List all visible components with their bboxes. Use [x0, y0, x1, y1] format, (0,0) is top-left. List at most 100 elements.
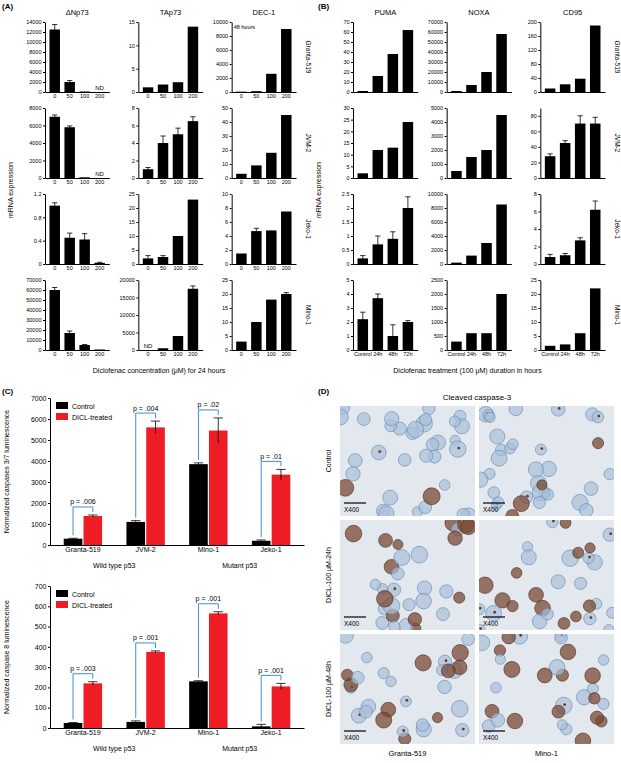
tick-label: 4000 [31, 458, 47, 465]
tick-label: 2000 [431, 291, 443, 297]
cell [376, 712, 392, 728]
y-axis-title: Normalized caspase 8 luminescence [3, 600, 11, 714]
bar [590, 124, 601, 178]
x-tick: JVM-2 [136, 546, 156, 553]
cell [440, 585, 453, 598]
y-tick: 60000 [26, 287, 45, 293]
marks [358, 197, 414, 264]
y-tick: 4 [225, 233, 232, 239]
tick-mark [445, 194, 447, 195]
tick-mark [445, 236, 447, 237]
tick-mark [445, 92, 447, 93]
subplot: 00.40.81.2050100200 [34, 191, 110, 271]
y-tick: 20 [222, 147, 232, 153]
cell [403, 599, 415, 611]
error-bar [276, 683, 285, 689]
tick-mark [538, 322, 540, 323]
p-bracket [261, 461, 281, 537]
y-tick: 4 [132, 140, 139, 146]
p-value: p = .001 [133, 634, 159, 642]
cell [426, 438, 439, 451]
y-tick: 10000 [26, 337, 45, 343]
bar [575, 124, 586, 178]
y-tick: 25 [343, 117, 353, 123]
y-tick: 10000 [120, 312, 139, 318]
y-tick: 0 [534, 89, 541, 95]
tick-mark [351, 222, 353, 223]
tick-mark [230, 178, 232, 179]
tick-label: 15 [343, 140, 349, 146]
y-tick: 5 [346, 277, 353, 283]
cell [479, 577, 493, 593]
tick-mark [538, 212, 540, 213]
tick-label: 500 [35, 623, 47, 630]
cell [604, 625, 614, 630]
tick-label: 15 [129, 219, 135, 225]
cell [491, 450, 507, 466]
tick-mark [43, 178, 45, 179]
tick-label: 10000 [120, 312, 135, 318]
tick-label: 50 [67, 93, 73, 99]
tick-label: 6000 [29, 59, 41, 65]
y-axis: 00.511.522.5 [342, 191, 354, 267]
error-bar [563, 254, 568, 258]
y-axis: 01000200030004000500060007000 [31, 395, 51, 549]
y-tick: 500 [35, 623, 50, 630]
tick-label: 5 [346, 277, 349, 283]
bar [358, 91, 369, 92]
cell [357, 413, 370, 426]
x-tick: 48h [576, 351, 585, 357]
tick-label: 7000 [31, 395, 47, 402]
tick-mark [538, 350, 540, 351]
x-tick: 200 [188, 179, 197, 185]
tick-mark [351, 42, 353, 43]
y-tick: 300 [35, 664, 50, 671]
error-bar [257, 724, 266, 728]
tick-label: 14000 [26, 19, 41, 25]
tick-label: 1000 [431, 161, 443, 167]
y-tick: 25 [222, 277, 232, 283]
error-bar [254, 228, 259, 234]
error-line [192, 117, 193, 126]
x-axis: Control24h48h72h [447, 351, 512, 358]
subplot: 00.511.522.5 [342, 191, 418, 267]
cell [362, 652, 373, 663]
tick-label: 0 [240, 93, 243, 99]
x-axis-line [447, 92, 512, 93]
tick-mark [136, 236, 138, 237]
tick-mark [48, 667, 50, 668]
tick-label: 500 [434, 333, 443, 339]
error-bar [214, 418, 223, 443]
y-axis: 0200040006000800010000 [428, 191, 447, 267]
y-tick: 2000 [29, 79, 45, 85]
p-bracket [261, 675, 281, 721]
error-cap [563, 253, 568, 254]
y-tick: 7000 [31, 395, 50, 402]
error-cap [276, 469, 285, 470]
tick-label: 10 [531, 319, 537, 325]
y-tick: 8000 [431, 205, 447, 211]
error-bar [257, 540, 266, 542]
panel-label: (D) [318, 387, 329, 396]
bar [451, 263, 462, 264]
p-bracket [136, 643, 156, 718]
tick-label: 20 [343, 129, 349, 135]
cell [479, 635, 490, 651]
x-tick: 200 [95, 179, 104, 185]
tick-mark [351, 294, 353, 295]
tick-label: 3000 [431, 133, 443, 139]
y-tick: 10 [129, 233, 139, 239]
error-cap [390, 324, 395, 325]
y-axis-line [50, 399, 51, 546]
y-tick: 0 [346, 261, 353, 267]
bar [126, 522, 145, 545]
tick-label: 5 [132, 247, 135, 253]
error-cap [151, 650, 160, 651]
y-tick: 1000 [431, 319, 447, 325]
tick-label: 4 [346, 291, 349, 297]
bar [575, 79, 586, 92]
tick-mark [136, 178, 138, 179]
panel-title: Cleaved caspase-3 [443, 393, 512, 402]
cell [551, 406, 565, 416]
tick-label: 70 [343, 19, 349, 25]
